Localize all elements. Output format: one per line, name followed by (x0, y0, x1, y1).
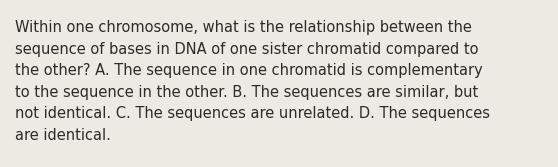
Text: Within one chromosome, what is the relationship between the
sequence of bases in: Within one chromosome, what is the relat… (15, 20, 490, 143)
